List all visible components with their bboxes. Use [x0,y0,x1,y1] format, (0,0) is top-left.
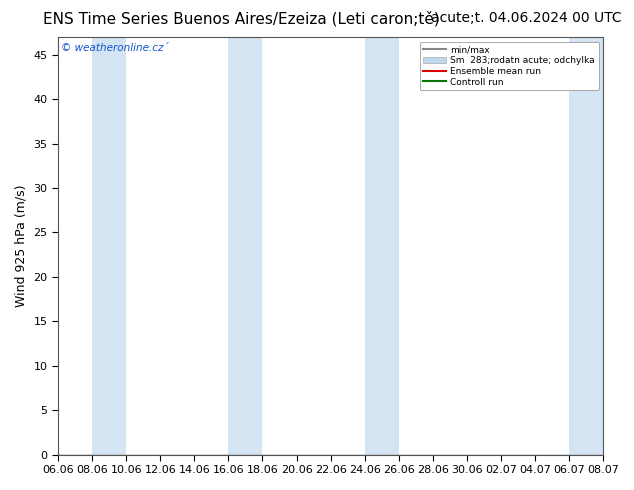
Text: ENS Time Series Buenos Aires/Ezeiza (Leti caron;tě): ENS Time Series Buenos Aires/Ezeiza (Let… [42,11,439,27]
Bar [228,37,262,455]
Text: © weatheronline.cz´: © weatheronline.cz´ [61,43,169,53]
Y-axis label: Wind 925 hPa (m/s): Wind 925 hPa (m/s) [15,185,28,307]
Text: acute;t. 04.06.2024 00 UTC: acute;t. 04.06.2024 00 UTC [430,11,621,25]
Bar [365,37,399,455]
Bar [92,37,126,455]
Legend: min/max, Sm  283;rodatn acute; odchylka, Ensemble mean run, Controll run: min/max, Sm 283;rodatn acute; odchylka, … [420,42,598,90]
Bar [569,37,603,455]
